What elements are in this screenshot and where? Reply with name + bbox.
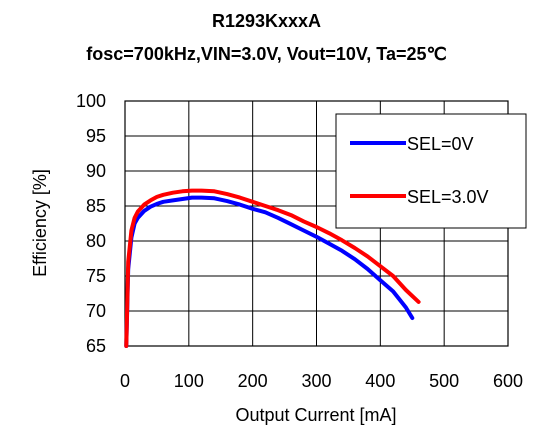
y-tick-label: 100 (76, 91, 106, 111)
y-tick-label: 70 (86, 301, 106, 321)
legend: SEL=0V SEL=3.0V (335, 113, 527, 229)
y-tick-label: 65 (86, 336, 106, 356)
series-line-0 (124, 195, 415, 348)
legend-label-sel-3v: SEL=3.0V (407, 187, 489, 207)
series-line-1 (124, 188, 421, 348)
x-tick-label: 500 (429, 371, 459, 391)
y-axis-label: Efficiency [%] (30, 169, 50, 277)
series-lines (124, 188, 421, 348)
legend-box (335, 113, 527, 229)
x-tick-label: 0 (120, 371, 130, 391)
x-tick-label: 200 (238, 371, 268, 391)
x-axis-label: Output Current [mA] (235, 405, 396, 425)
y-tick-label: 95 (86, 126, 106, 146)
tick-labels: 0 100 200 300 400 500 600 65 70 75 80 85 90 95 100 (76, 91, 523, 391)
y-tick-label: 75 (86, 266, 106, 286)
x-tick-label: 100 (174, 371, 204, 391)
y-tick-label: 90 (86, 161, 106, 181)
x-tick-label: 300 (301, 371, 331, 391)
legend-label-sel-0v: SEL=0V (407, 134, 474, 154)
y-tick-label: 85 (86, 196, 106, 216)
y-tick-label: 80 (86, 231, 106, 251)
chart-subtitle: fosc=700kHz,VIN=3.0V, Vout=10V, Ta=25℃ (86, 44, 446, 64)
x-tick-label: 600 (493, 371, 523, 391)
chart-title: R1293KxxxA (212, 11, 321, 31)
x-tick-label: 400 (365, 371, 395, 391)
